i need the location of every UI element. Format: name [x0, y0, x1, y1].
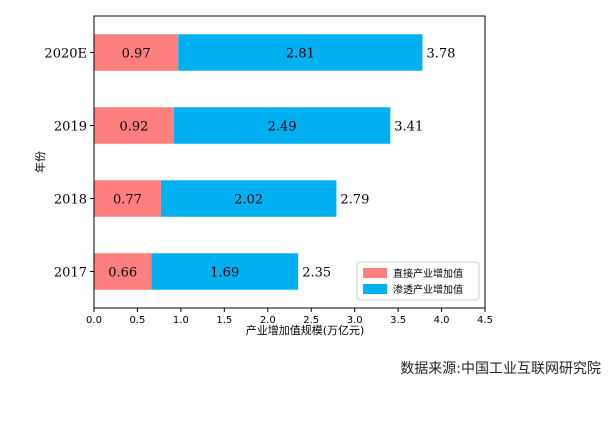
bars-group	[94, 34, 423, 290]
x-tick-label: 1.5	[216, 315, 232, 326]
data-label-2018-series-1: 0.77	[113, 193, 142, 208]
y-axis-label: 年份	[33, 151, 47, 173]
bar-2019-series-1	[94, 107, 174, 144]
total-label-2017: 2.35	[302, 266, 331, 281]
data-label-2020E-series-2: 2.81	[286, 47, 315, 62]
y-tick-label: 2019	[54, 120, 87, 135]
data-label-2018-series-2: 2.02	[234, 193, 263, 208]
total-label-2018: 2.79	[340, 193, 369, 208]
legend-label-2: 渗透产业增加值	[393, 283, 463, 296]
legend-swatch-2	[363, 284, 387, 294]
x-tick-label: 3.0	[347, 315, 363, 326]
data-label-2020E-series-1: 0.97	[122, 47, 151, 62]
y-tick-label: 2017	[54, 266, 87, 281]
y-axis: 2017 2018 2019 2020E	[44, 47, 94, 281]
bar-2019-series-2	[173, 107, 391, 144]
x-tick-label: 2.5	[303, 315, 319, 326]
x-tick-label: 0.0	[86, 315, 102, 326]
data-label-2019-series-1: 0.92	[119, 120, 148, 135]
source-note: 数据来源:中国工业互联网研究院	[400, 361, 601, 377]
plot-frame	[93, 15, 486, 309]
x-tick-label: 3.5	[390, 315, 406, 326]
bar-2017-series-1	[94, 253, 152, 290]
bar-2020E-series-2	[178, 34, 423, 71]
y-tick-label: 2018	[54, 193, 87, 208]
data-label-2017-series-1: 0.66	[108, 266, 137, 281]
x-tick-label: 1.0	[173, 315, 189, 326]
bar-2020E-series-1	[94, 34, 179, 71]
total-label-2020E: 3.78	[426, 47, 455, 62]
bar-2017-series-2	[151, 253, 299, 290]
data-label-2019-series-2: 2.49	[268, 120, 297, 135]
x-tick-label: 0.5	[129, 315, 145, 326]
legend-label-1: 直接产业增加值	[393, 267, 463, 280]
x-tick-label: 4.0	[434, 315, 450, 326]
bar-labels-group: 0.66 1.69 2.35 0.77 2.02 2.79 0.92 2.49 3.41 0.97…	[108, 47, 455, 281]
legend-box	[356, 261, 480, 301]
x-tick-label: 2.0	[260, 315, 276, 326]
x-axis-label: 产业增加值规模(万亿元)	[246, 323, 365, 337]
bar-2018-series-1	[94, 180, 161, 217]
bar-2018-series-2	[160, 180, 337, 217]
x-axis: 0.0 0.5 1.0 1.5 2.0 2.5 3.0 3.5 4.0 4.5	[86, 308, 493, 326]
legend-swatch-1	[363, 268, 387, 278]
data-label-2017-series-2: 1.69	[210, 266, 239, 281]
x-tick-label: 4.5	[477, 315, 493, 326]
total-label-2019: 3.41	[394, 120, 423, 135]
y-tick-label: 2020E	[44, 47, 87, 62]
